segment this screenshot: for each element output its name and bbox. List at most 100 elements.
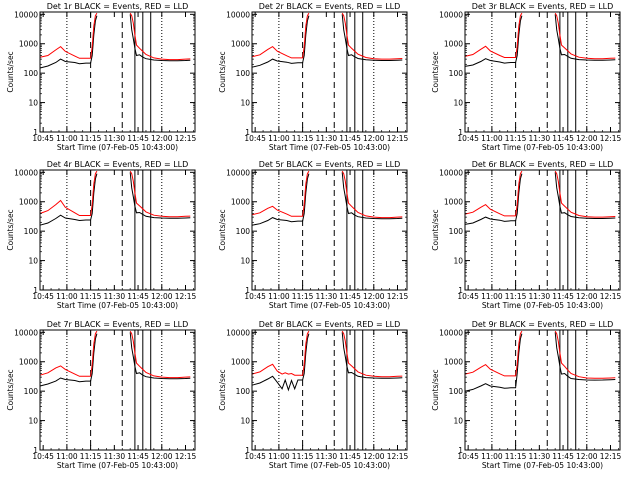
x-tick-label: 11:45 <box>552 292 574 301</box>
panel-6: 1 10 100 1000 10000 10:45 11:00 11:15 11:30 11:45… <box>431 160 622 310</box>
events-series-line-1 <box>39 15 98 69</box>
x-tick-label: 11:00 <box>56 134 78 143</box>
y-tick-label: 10 <box>28 257 38 266</box>
events-series-line-1 <box>39 173 98 226</box>
x-tick-label: 11:15 <box>292 134 314 143</box>
y-tick-label: 1000 <box>444 198 463 207</box>
plot-frame <box>464 169 621 291</box>
x-tick-label: 11:30 <box>316 292 338 301</box>
x-tick-label: 11:30 <box>529 452 551 461</box>
x-tick-label: 12:00 <box>151 134 173 143</box>
y-tick-label: 1000 <box>231 358 250 367</box>
x-tick-label: 11:45 <box>127 292 149 301</box>
x-tick-label: 11:00 <box>268 452 290 461</box>
y-tick-label: 1000 <box>231 40 250 49</box>
lld-series-line-2 <box>554 12 616 60</box>
x-tick-label: 11:30 <box>104 452 126 461</box>
panel-title: Det 4r BLACK = Events, RED = LLD <box>47 160 189 169</box>
x-tick-label: 12:15 <box>600 134 622 143</box>
y-tick-label: 10000 <box>14 10 38 19</box>
y-tick-label: 1 <box>245 446 250 455</box>
x-tick-label: 11:15 <box>505 134 527 143</box>
y-axis-label: Counts/sec <box>6 209 15 250</box>
x-tick-label: 10:45 <box>244 292 266 301</box>
y-axis-label: Counts/sec <box>431 369 440 410</box>
y-tick-label: 10 <box>28 417 38 426</box>
x-tick-label: 12:15 <box>175 452 197 461</box>
events-series-line-1 <box>39 333 98 387</box>
x-tick-label: 12:00 <box>151 292 173 301</box>
lld-series-line-1 <box>39 12 98 59</box>
y-tick-label: 10 <box>240 417 250 426</box>
x-tick-label: 11:15 <box>505 292 527 301</box>
lld-series-line-1 <box>251 170 310 217</box>
lld-series-line-2 <box>129 330 191 379</box>
x-tick-label: 10:45 <box>244 134 266 143</box>
events-series-line-1 <box>251 15 310 68</box>
panel-1: 1 10 100 1000 10000 10:45 11:00 11:15 11:30 11:45… <box>6 2 197 152</box>
events-series-line-2 <box>554 14 616 61</box>
x-tick-label: 11:30 <box>529 292 551 301</box>
plot-frame <box>39 329 196 451</box>
lld-series-line-2 <box>554 330 616 379</box>
panel-title: Det 3r BLACK = Events, RED = LLD <box>472 2 614 11</box>
lld-series-line-2 <box>341 12 403 60</box>
lld-series-line-1 <box>39 170 98 216</box>
y-tick-label: 100 <box>24 227 39 236</box>
events-series-line-1 <box>251 333 310 392</box>
plot-frame <box>39 169 196 291</box>
x-tick-label: 10:45 <box>32 452 54 461</box>
plot-frame <box>464 11 621 133</box>
events-series-line-2 <box>129 14 191 62</box>
x-axis-label: Start Time (07-Feb-05 10:43:00) <box>57 143 178 152</box>
x-tick-label: 12:00 <box>363 134 385 143</box>
lld-series-line-2 <box>341 330 403 378</box>
y-axis-label: Counts/sec <box>431 51 440 92</box>
x-axis-label: Start Time (07-Feb-05 10:43:00) <box>482 143 603 152</box>
lld-series-line-1 <box>39 330 98 377</box>
y-tick-label: 10 <box>28 99 38 108</box>
y-tick-label: 10000 <box>439 10 463 19</box>
lld-series-line-2 <box>341 170 403 219</box>
x-tick-label: 11:15 <box>80 134 102 143</box>
x-axis-label: Start Time (07-Feb-05 10:43:00) <box>57 461 178 470</box>
x-tick-label: 11:15 <box>80 292 102 301</box>
y-tick-label: 1 <box>33 128 38 137</box>
x-tick-label: 11:15 <box>505 452 527 461</box>
x-axis-label: Start Time (07-Feb-05 10:43:00) <box>57 301 178 310</box>
y-tick-label: 10000 <box>226 10 250 19</box>
x-tick-label: 11:45 <box>127 134 149 143</box>
y-tick-label: 10 <box>453 417 463 426</box>
y-tick-label: 1 <box>245 286 250 295</box>
x-tick-label: 11:00 <box>268 134 290 143</box>
lld-series-line-1 <box>464 12 523 58</box>
panel-2: 1 10 100 1000 10000 10:45 11:00 11:15 11:30 11:45… <box>218 2 409 152</box>
x-tick-label: 12:00 <box>576 134 598 143</box>
x-tick-label: 12:00 <box>151 452 173 461</box>
x-tick-label: 12:15 <box>600 452 622 461</box>
x-tick-label: 12:15 <box>387 452 409 461</box>
x-axis-label: Start Time (07-Feb-05 10:43:00) <box>482 461 603 470</box>
y-tick-label: 10000 <box>439 168 463 177</box>
plot-frame <box>464 329 621 451</box>
panel-title: Det 1r BLACK = Events, RED = LLD <box>47 2 189 11</box>
events-series-line-1 <box>464 15 523 67</box>
x-tick-label: 11:45 <box>552 134 574 143</box>
x-tick-label: 12:00 <box>363 292 385 301</box>
y-tick-label: 10 <box>453 257 463 266</box>
x-tick-label: 11:45 <box>339 292 361 301</box>
x-tick-label: 12:15 <box>175 292 197 301</box>
panel-3: 1 10 100 1000 10000 10:45 11:00 11:15 11:30 11:45… <box>431 2 622 152</box>
x-axis-label: Start Time (07-Feb-05 10:43:00) <box>269 301 390 310</box>
lld-series-line-2 <box>554 170 616 218</box>
x-tick-label: 11:15 <box>292 292 314 301</box>
lld-series-line-1 <box>251 330 310 376</box>
y-axis-label: Counts/sec <box>218 209 227 250</box>
y-tick-label: 1000 <box>444 358 463 367</box>
y-tick-label: 1 <box>33 286 38 295</box>
x-tick-label: 11:45 <box>127 452 149 461</box>
y-tick-label: 10 <box>240 99 250 108</box>
plot-frame <box>251 169 408 291</box>
events-series-line-2 <box>341 14 403 61</box>
events-series-line-2 <box>554 172 616 219</box>
